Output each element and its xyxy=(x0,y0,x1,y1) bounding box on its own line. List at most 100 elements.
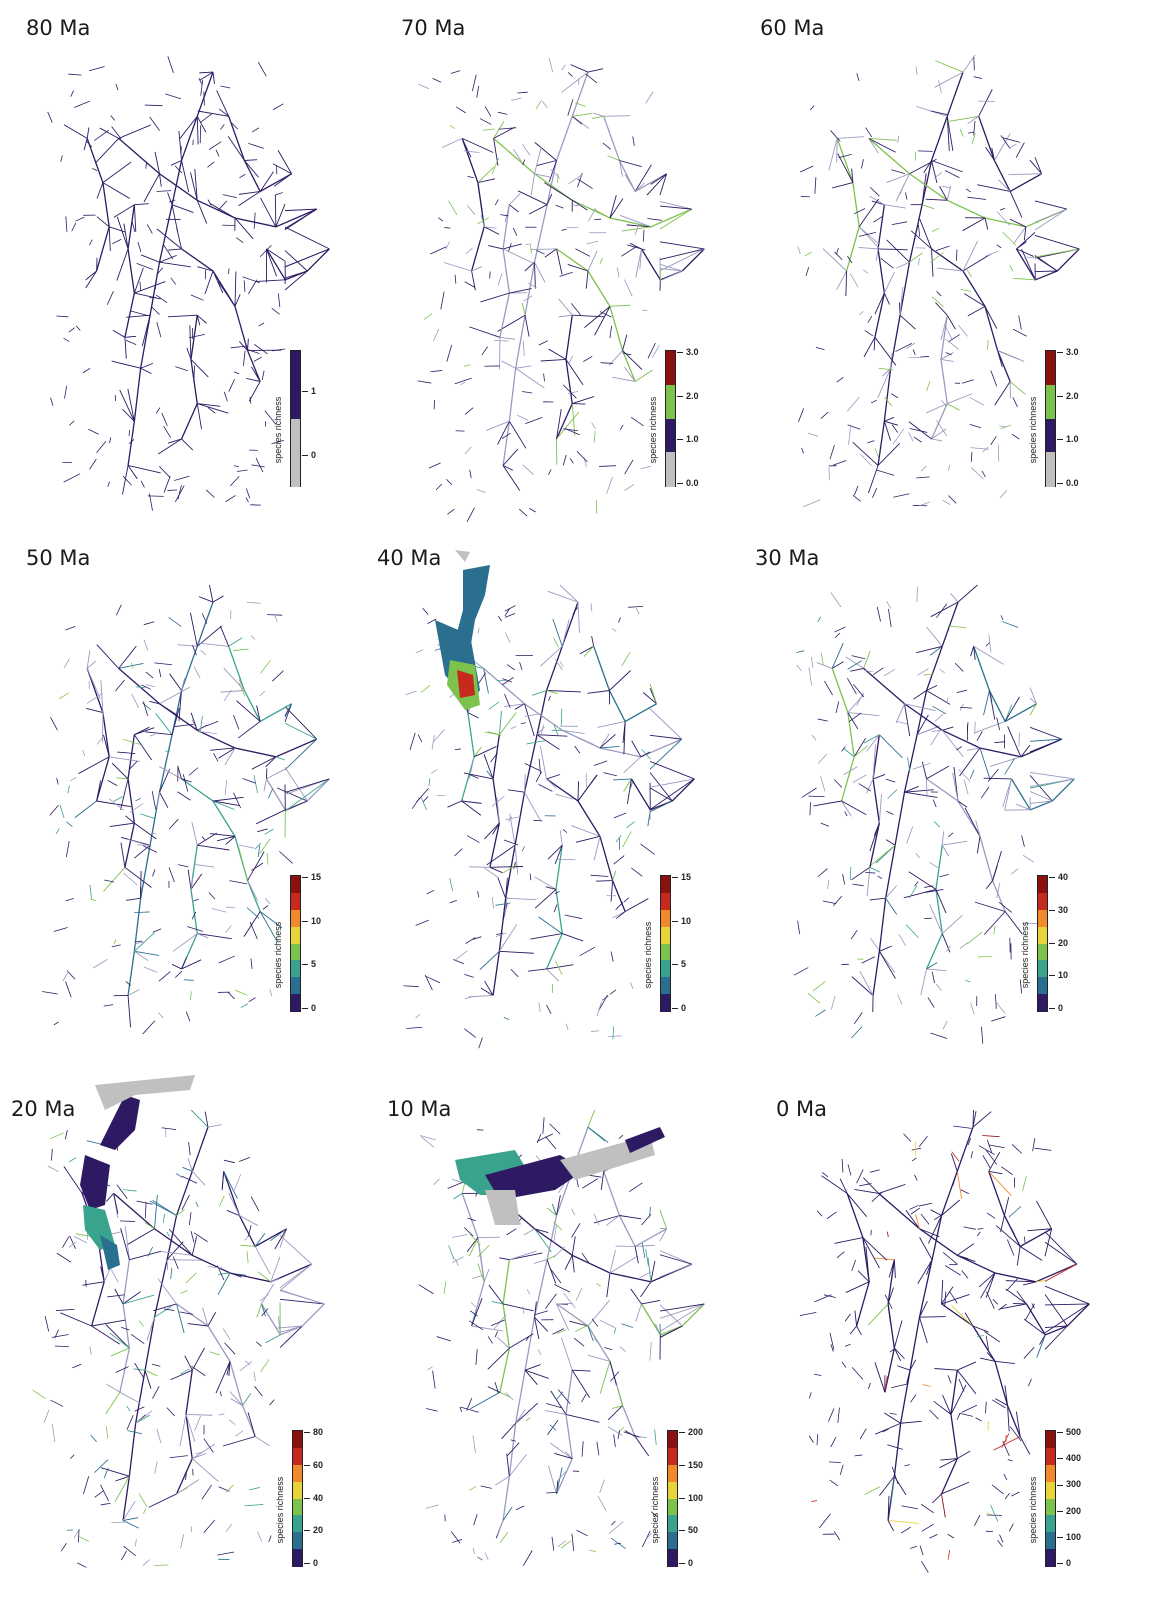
river-segment xyxy=(143,621,155,626)
river-tributary xyxy=(659,173,668,196)
river-tributary xyxy=(879,734,903,759)
legend-color-segment xyxy=(1046,1431,1055,1449)
river-tributary xyxy=(197,266,214,272)
legend-tick-label: 0 xyxy=(302,1003,316,1013)
river-segment xyxy=(148,493,153,511)
river-segment xyxy=(220,85,231,89)
river-segment xyxy=(926,380,931,392)
river-segment xyxy=(608,1521,624,1534)
river-segment xyxy=(623,897,629,903)
river-segment xyxy=(425,1504,439,1509)
river-tributary xyxy=(561,619,570,647)
river-segment xyxy=(104,879,114,883)
river-tributary xyxy=(120,1228,130,1260)
river-tributary xyxy=(1007,1405,1010,1432)
river-tributary xyxy=(491,1301,504,1305)
river-segment xyxy=(586,240,599,245)
river-segment xyxy=(245,497,249,503)
river-segment xyxy=(464,995,474,1000)
legend-tick-label: 400 xyxy=(1057,1453,1081,1463)
river-segment xyxy=(431,769,438,774)
river-tributary xyxy=(1004,911,1023,935)
river-segment xyxy=(641,748,651,760)
river-tributary xyxy=(177,644,198,647)
legend-tick-label: 2.0 xyxy=(1057,391,1079,401)
river-segment xyxy=(1002,231,1017,246)
river-tributary xyxy=(878,1183,906,1194)
river-segment xyxy=(836,1251,845,1259)
river-segment xyxy=(613,812,627,819)
river-segment xyxy=(115,604,122,616)
river-trunk xyxy=(869,734,881,868)
river-trunk xyxy=(124,734,136,868)
river-segment xyxy=(548,57,554,73)
river-tributary xyxy=(863,1177,879,1194)
river-tributary xyxy=(498,710,503,735)
river-segment xyxy=(984,251,999,257)
river-tributary xyxy=(921,761,927,780)
river-segment xyxy=(167,56,174,73)
river-tributary xyxy=(499,336,516,340)
river-segment xyxy=(597,1496,607,1511)
river-segment xyxy=(47,1165,59,1172)
river-segment xyxy=(466,1397,473,1411)
river-segment xyxy=(918,257,920,266)
river-tributary xyxy=(659,241,705,250)
species-richness-legend: species richness 3.0 2.0 1.0 0.0 xyxy=(648,347,745,510)
river-tributary xyxy=(524,1369,538,1386)
river-segment xyxy=(978,100,996,102)
river-tributary xyxy=(532,690,547,696)
river-segment xyxy=(188,1141,191,1156)
river-tributary xyxy=(993,1436,1021,1451)
river-tributary xyxy=(941,933,951,953)
river-segment xyxy=(985,1335,989,1350)
river-segment xyxy=(557,1471,566,1482)
river-tributary xyxy=(600,1171,605,1190)
river-tributary xyxy=(530,173,535,196)
river-segment xyxy=(910,1394,917,1403)
river-tributary xyxy=(86,650,91,669)
river-tributary xyxy=(950,593,959,603)
river-tributary xyxy=(837,153,854,183)
legend-color-segment xyxy=(668,1431,677,1449)
river-segment xyxy=(998,1303,1007,1311)
river-segment xyxy=(618,617,621,623)
river-segment xyxy=(193,365,195,383)
river-segment xyxy=(919,1545,924,1556)
river-segment xyxy=(201,1484,212,1500)
river-segment xyxy=(901,1505,918,1510)
legend-color-segment xyxy=(1046,1481,1055,1499)
river-tributary xyxy=(1029,800,1053,804)
river-trunk xyxy=(223,1171,287,1248)
river-tributary xyxy=(612,1405,623,1409)
river-segment xyxy=(250,1196,260,1212)
river-segment xyxy=(163,426,172,438)
river-segment xyxy=(796,664,802,672)
river-segment xyxy=(959,706,973,709)
river-trunk xyxy=(499,204,511,338)
river-tributary xyxy=(915,1214,920,1229)
river-segment xyxy=(194,1415,201,1432)
river-tributary xyxy=(247,1412,256,1437)
river-segment xyxy=(915,853,920,859)
river-segment xyxy=(608,1035,622,1037)
legend-color-segment xyxy=(1046,1532,1055,1550)
river-segment xyxy=(973,76,982,79)
river-segment xyxy=(965,980,971,983)
river-tributary xyxy=(883,272,895,294)
river-segment xyxy=(110,115,116,121)
river-segment xyxy=(144,104,163,107)
river-segment xyxy=(96,737,104,745)
river-tributary xyxy=(279,1325,303,1333)
river-tributary xyxy=(284,208,317,212)
river-tributary xyxy=(502,465,514,471)
river-segment xyxy=(503,839,519,846)
river-tributary xyxy=(467,712,479,719)
river-segment xyxy=(828,1408,835,1422)
river-segment xyxy=(612,1026,615,1040)
river-segment xyxy=(591,1030,600,1032)
river-segment xyxy=(246,1251,249,1263)
river-segment xyxy=(820,411,829,419)
legend-tick-label: 0 xyxy=(679,1558,693,1568)
river-segment xyxy=(207,199,212,206)
